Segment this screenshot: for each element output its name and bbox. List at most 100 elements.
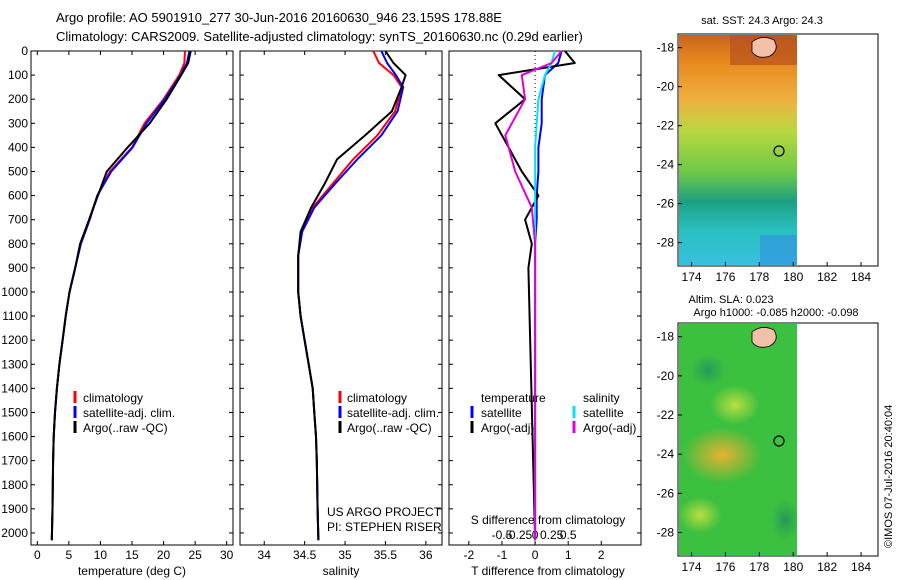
difference-top-xtick-label: 0.5 [560, 528, 577, 542]
sla-low-patch [690, 354, 726, 386]
temperature-ytick-label: 900 [8, 261, 28, 275]
sla-map-panel: Altim. SLA: 0.023 Argo h1000: -0.085 h20… [657, 294, 879, 574]
map-xtick-label: 178 [749, 560, 769, 574]
salinity-panel: 34 34.5 35 35.5 36 climatology satellite-adj… [239, 50, 443, 578]
legend-label-climatology: climatology [347, 391, 407, 405]
difference-xtick-label: 0 [532, 548, 539, 562]
sst-map-axes: 174 176 178 180 182 184 -18 -20 -22 -24 -26 -28 [657, 41, 872, 284]
temperature-ytick-label: 1400 [1, 381, 28, 395]
salinity-xlabel: salinity [323, 564, 360, 578]
map-ytick-label: -26 [657, 197, 675, 211]
sla-high-patch [682, 427, 762, 483]
temperature-ytick-label: 300 [8, 116, 28, 130]
map-xtick-label: 182 [817, 270, 837, 284]
temperature-xtick-label: 30 [220, 548, 234, 562]
temperature-xtick-label: 10 [94, 548, 108, 562]
difference-xtick-label: 2 [598, 548, 605, 562]
map-ytick-label: -20 [657, 80, 675, 94]
sla-map-title-line1: Altim. SLA: 0.023 [689, 294, 774, 306]
temperature-series [50, 50, 192, 541]
chart-title-line1: Argo profile: AO 5901910_277 30-Jun-2016… [56, 10, 502, 25]
salinity-legend: climatology satellite-adj. clim. Argo(..… [338, 391, 439, 435]
map-xtick-label: 174 [682, 270, 702, 284]
legend-label-salinity-argo: Argo(-adj) [583, 421, 636, 435]
legend-title-temperature: temperature [481, 391, 546, 405]
fiji-island [751, 327, 777, 348]
salinity-axes: 34 34.5 35 35.5 36 [240, 50, 442, 562]
sla-mid-patch-2 [678, 497, 722, 533]
temperature-ytick-label: 1500 [1, 405, 28, 419]
map-ytick-label: -18 [657, 330, 675, 344]
temperature-xtick-label: 15 [125, 548, 139, 562]
temperature-axes: 0100200300400500600700800900100011001200… [1, 44, 233, 562]
salinity-series-argo-raw-qc [297, 50, 407, 541]
sla-map-title-line2: Argo h1000: -0.085 h2000: -0.098 [693, 307, 858, 319]
temperature-ytick-label: 1600 [1, 430, 28, 444]
difference-legend: temperature satellite Argo(-adj) salinit… [470, 391, 636, 435]
temperature-ytick-label: 700 [8, 213, 28, 227]
difference-top-xtick-label: -0.5 [492, 528, 513, 542]
imos-credit: ©IMOS 07-Jul-2016 20:40:04 [883, 405, 895, 548]
argo-location-marker [773, 435, 785, 447]
map-xtick-label: 180 [783, 560, 803, 574]
temperature-ytick-label: 1000 [1, 285, 28, 299]
temperature-ytick-label: 100 [8, 68, 28, 82]
temperature-ytick-label: 400 [8, 140, 28, 154]
project-label: US ARGO PROJECT [327, 505, 442, 519]
map-ytick-label: -24 [657, 158, 675, 172]
salinity-xtick-label: 34 [258, 548, 272, 562]
temperature-xtick-label: 20 [157, 548, 171, 562]
argo-location-marker [773, 145, 785, 157]
map-xtick-label: 176 [715, 560, 735, 574]
salinity-xtick-label: 36 [419, 548, 433, 562]
map-xtick-label: 182 [817, 560, 837, 574]
pi-label: PI: STEPHEN RISER [327, 520, 442, 534]
chart-title-line2: Climatology: CARS2009. Satellite-adjuste… [56, 29, 583, 44]
temperature-ytick-label: 500 [8, 164, 28, 178]
legend-label-argo: Argo(..raw -QC) [83, 421, 168, 435]
difference-xtick-label: -2 [464, 548, 475, 562]
temperature-xtick-label: 0 [34, 548, 41, 562]
difference-top-xtick-label: -0.25 [505, 528, 533, 542]
difference-plot-frame [448, 50, 642, 546]
temperature-panel: 0100200300400500600700800900100011001200… [1, 44, 233, 578]
map-ytick-label: -20 [657, 369, 675, 383]
legend-title-salinity: salinity [583, 391, 620, 405]
temperature-xlabel: temperature (deg C) [78, 564, 186, 578]
difference-top-xtick-label: 0.25 [540, 528, 564, 542]
map-ytick-label: -22 [657, 408, 675, 422]
temperature-ytick-label: 1900 [1, 502, 28, 516]
map-xtick-label: 178 [749, 270, 769, 284]
difference-xlabel: T difference from climatology [471, 564, 625, 578]
legend-label-temperature-satellite: satellite [481, 406, 522, 420]
difference-series-salinity-argo-adj [504, 50, 563, 541]
sst-cool-patch [760, 235, 797, 265]
map-ytick-label: -28 [657, 236, 675, 250]
map-ytick-label: -26 [657, 486, 675, 500]
difference-xtick-label: 1 [565, 548, 572, 562]
temperature-ytick-label: 1800 [1, 478, 28, 492]
legend-label-satellite: satellite-adj. clim. [83, 406, 175, 420]
temperature-series-argo-raw-qc [50, 50, 192, 541]
legend-label-argo: Argo(..raw -QC) [347, 421, 432, 435]
sla-mid-patch [710, 385, 760, 425]
legend-label-salinity-satellite: satellite [583, 406, 624, 420]
map-ytick-label: -24 [657, 447, 675, 461]
temperature-ytick-label: 600 [8, 189, 28, 203]
temperature-xtick-label: 25 [188, 548, 202, 562]
salinity-xtick-label: 35 [338, 548, 352, 562]
sst-map-title: sat. SST: 24.3 Argo: 24.3 [701, 15, 823, 27]
difference-series [494, 50, 576, 541]
salinity-series [297, 50, 407, 541]
sst-map-panel: sat. SST: 24.3 Argo: 24.3 174 176 178 180 18… [657, 15, 879, 284]
temperature-ytick-label: 1200 [1, 333, 28, 347]
temperature-ytick-label: 800 [8, 237, 28, 251]
map-ytick-label: -18 [657, 41, 675, 55]
temperature-ytick-label: 2000 [1, 526, 28, 540]
temperature-ytick-label: 200 [8, 92, 28, 106]
temperature-xtick-label: 5 [66, 548, 73, 562]
fiji-island [751, 37, 777, 58]
